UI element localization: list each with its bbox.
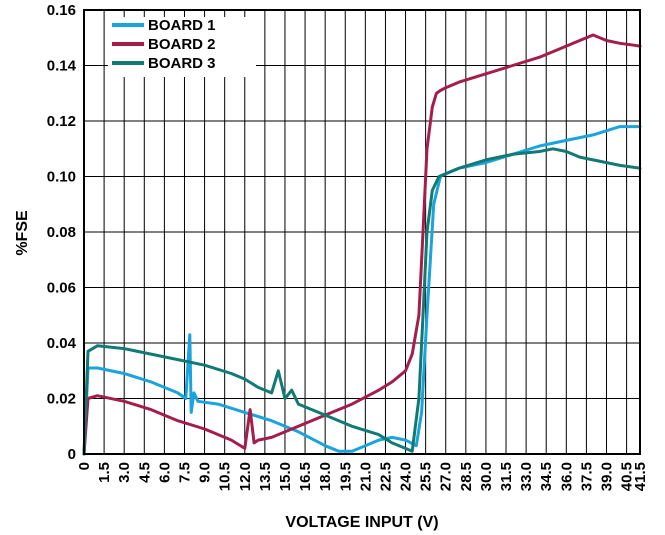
x-axis-title: VOLTAGE INPUT (V)	[285, 514, 438, 531]
x-tick-label: 24.0	[398, 462, 415, 491]
x-tick-label: 22.5	[377, 462, 394, 491]
x-tick-label: 13.5	[257, 462, 274, 491]
x-tick-label: 33.0	[518, 462, 535, 491]
x-tick-label: 27.0	[438, 462, 455, 491]
series-line-board-1	[82, 125, 642, 456]
x-tick-label: 41.5	[632, 462, 649, 491]
x-tick-label: 31.5	[498, 462, 515, 491]
x-tick-label: 10.5	[217, 462, 234, 491]
y-tick-label: 0	[68, 446, 76, 463]
x-tick-label: 34.5	[538, 462, 555, 491]
x-tick-label: 40.5	[619, 462, 636, 491]
x-tick-label: 15.0	[277, 462, 294, 491]
x-tick-labels: 0 1.5 3.0 4.5 6.0 7.5 9.0 10.5 12.0 13.5 15.0 16.5 1…	[76, 462, 649, 491]
y-tick-label: 0.08	[47, 224, 76, 241]
x-tick-label: 19.5	[337, 462, 354, 491]
x-tick-label: 12.0	[237, 462, 254, 491]
x-tick-label: 1.5	[96, 462, 113, 483]
legend: BOARD 1 BOARD 2 BOARD 3	[108, 17, 256, 77]
y-tick-label: 0.02	[47, 391, 76, 408]
y-tick-label: 0.06	[47, 280, 76, 297]
x-tick-label: 37.5	[578, 462, 595, 491]
x-tick-label: 39.0	[599, 462, 616, 491]
x-tick-label: 4.5	[136, 462, 153, 483]
x-tick-label: 25.5	[418, 462, 435, 491]
y-tick-label: 0.16	[47, 2, 76, 19]
x-tick-label: 0	[76, 462, 93, 470]
x-tick-label: 9.0	[197, 462, 214, 483]
x-tick-label: 30.0	[478, 462, 495, 491]
legend-label: BOARD 2	[148, 36, 216, 53]
x-tick-label: 36.0	[558, 462, 575, 491]
y-tick-labels: 0 0.02 0.04 0.06 0.08 0.10 0.12 0.14 0.16	[47, 2, 77, 463]
x-tick-label: 18.0	[317, 462, 334, 491]
series-line-board-2	[82, 33, 642, 456]
y-axis-title: %FSE	[14, 210, 31, 256]
legend-label: BOARD 3	[148, 55, 216, 72]
y-tick-label: 0.10	[47, 169, 76, 186]
x-tick-label: 7.5	[176, 462, 193, 483]
x-tick-label: 28.5	[458, 462, 475, 491]
y-tick-label: 0.04	[47, 335, 77, 352]
series-layer	[82, 33, 642, 456]
plot-frame	[83, 9, 641, 455]
y-tick-label: 0.14	[47, 58, 77, 75]
x-tick-label: 16.5	[297, 462, 314, 491]
y-tick-label: 0.12	[47, 113, 76, 130]
series-line-board-3	[82, 147, 642, 456]
x-tick-label: 3.0	[116, 462, 133, 483]
x-tick-label: 21.0	[357, 462, 374, 491]
x-tick-label: 6.0	[156, 462, 173, 483]
legend-label: BOARD 1	[148, 17, 216, 34]
